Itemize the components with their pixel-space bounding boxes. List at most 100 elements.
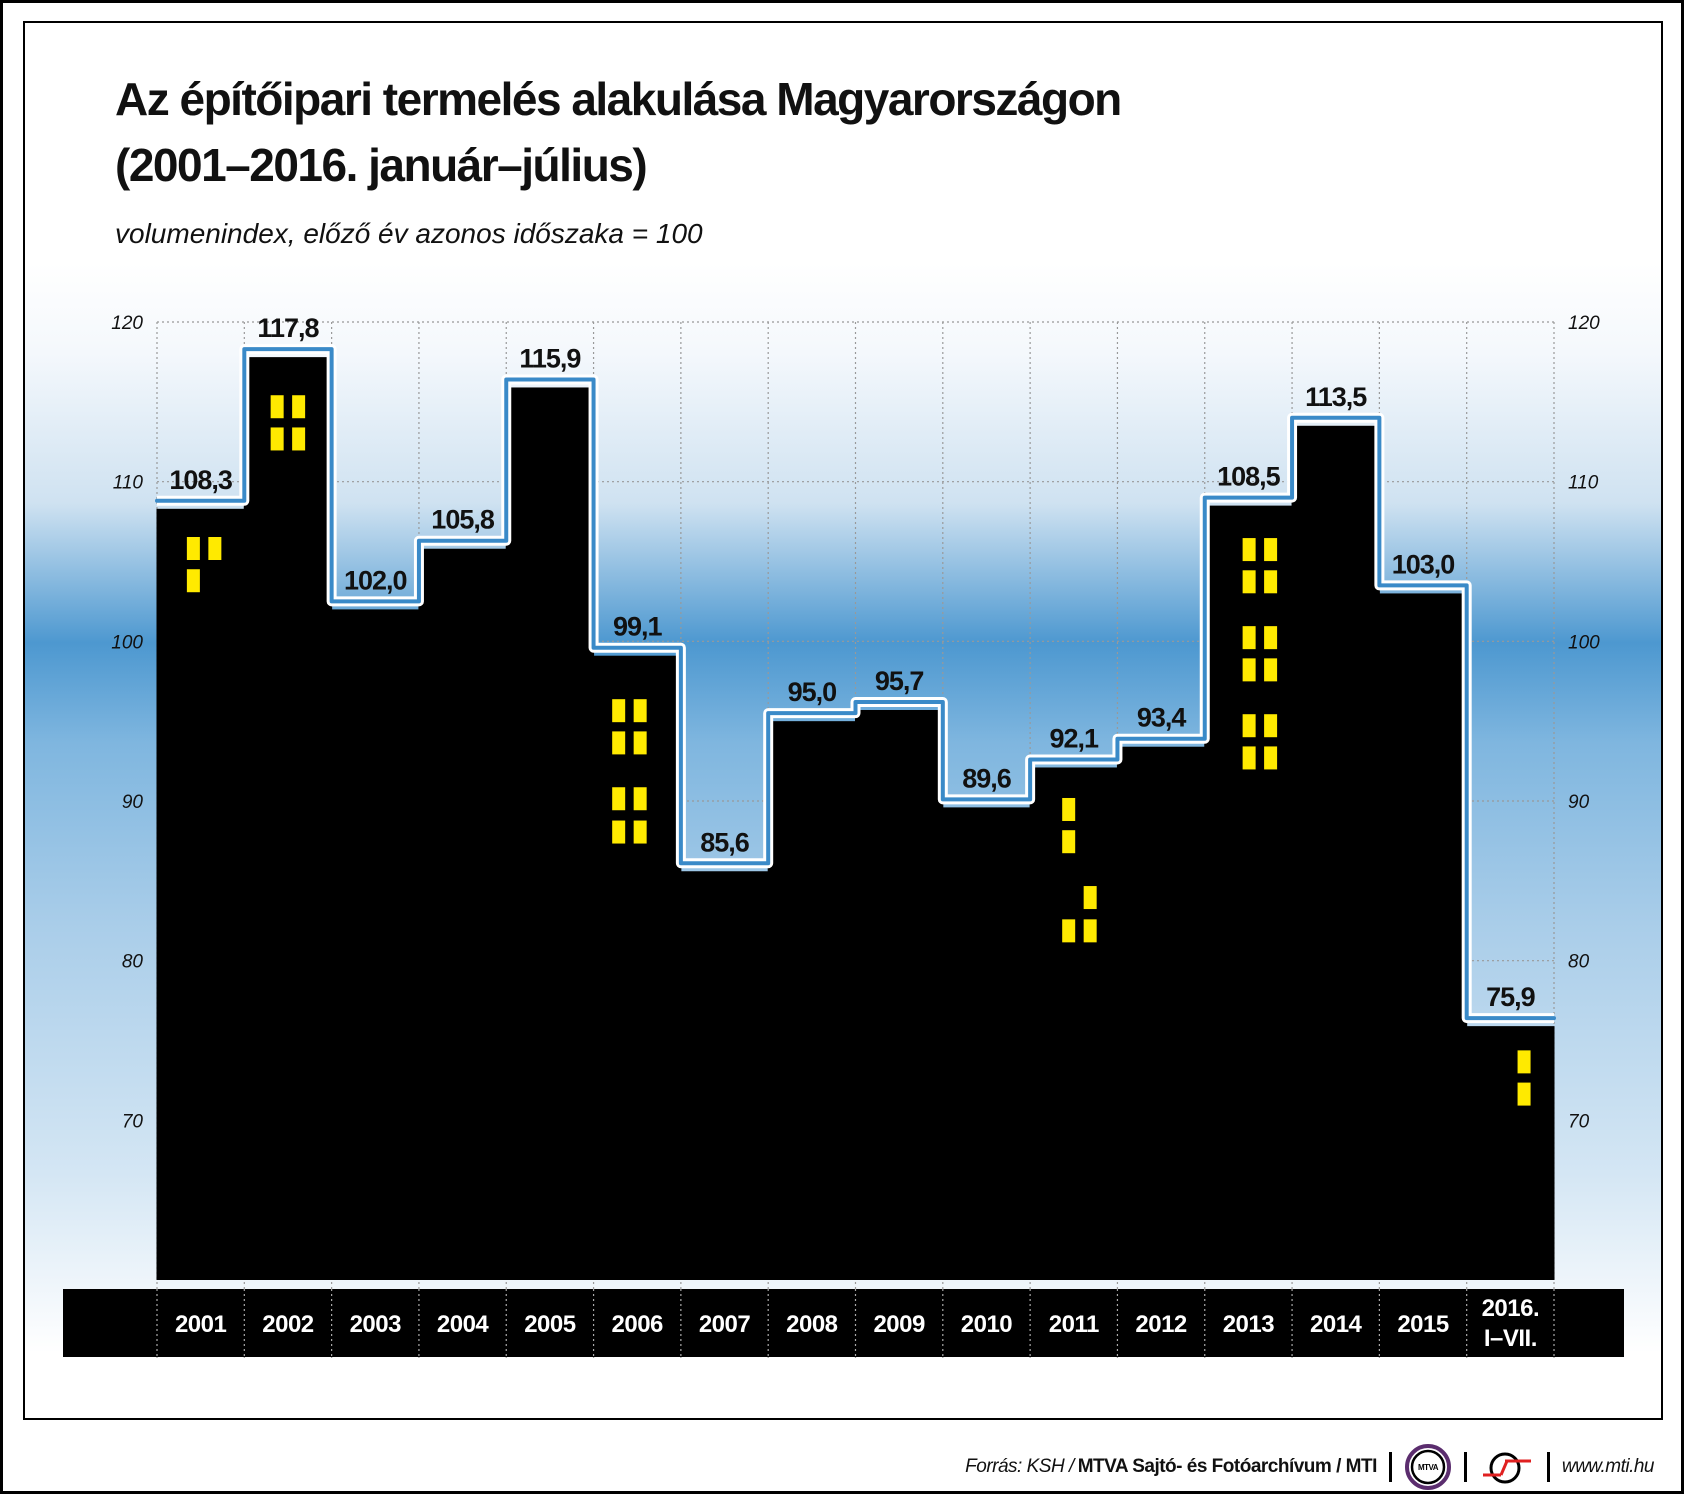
category-label: 2013 bbox=[1223, 1311, 1275, 1338]
bar-2010 bbox=[942, 807, 1031, 1280]
bar-2016. I–VII. bbox=[1466, 1026, 1555, 1280]
value-label: 108,5 bbox=[1217, 462, 1281, 492]
ytick-label-left: 80 bbox=[122, 952, 144, 973]
window bbox=[1242, 658, 1256, 682]
window bbox=[1264, 570, 1278, 594]
separator bbox=[1546, 1452, 1550, 1482]
category-label: 2001 bbox=[175, 1311, 227, 1338]
ytick-label-right: 120 bbox=[1568, 313, 1600, 334]
ytick-label-left: 120 bbox=[111, 313, 143, 334]
category-label: I–VII. bbox=[1484, 1325, 1537, 1352]
window bbox=[633, 787, 647, 811]
value-label: 93,4 bbox=[1137, 703, 1187, 733]
category-label: 2002 bbox=[262, 1311, 314, 1338]
window bbox=[633, 820, 647, 844]
value-label: 117,8 bbox=[257, 313, 319, 343]
ytick-label-left: 100 bbox=[111, 632, 143, 653]
source-prefix: Forrás: KSH / bbox=[965, 1456, 1074, 1477]
ytick-label-right: 110 bbox=[1568, 473, 1599, 494]
ytick-label-left: 70 bbox=[122, 1111, 144, 1132]
window bbox=[1242, 746, 1256, 770]
window bbox=[612, 820, 626, 844]
window bbox=[1517, 1082, 1531, 1106]
chart-subtitle: volumenindex, előző év azonos időszaka =… bbox=[115, 218, 703, 249]
value-label: 85,6 bbox=[700, 827, 750, 857]
bar-2001 bbox=[156, 508, 245, 1280]
window bbox=[1242, 570, 1256, 594]
ytick-label-left: 90 bbox=[122, 792, 144, 813]
category-label: 2005 bbox=[524, 1311, 576, 1338]
category-label: 2008 bbox=[786, 1311, 838, 1338]
category-label: 2007 bbox=[699, 1311, 751, 1338]
window bbox=[1083, 919, 1097, 943]
value-label: 115,9 bbox=[519, 343, 581, 373]
window bbox=[1083, 886, 1097, 910]
window bbox=[1062, 830, 1076, 854]
category-label: 2004 bbox=[437, 1311, 490, 1338]
category-label: 2016. bbox=[1482, 1295, 1540, 1322]
chart-title-line2: (2001–2016. január–július) bbox=[115, 139, 648, 191]
value-label: 103,0 bbox=[1392, 549, 1455, 579]
category-label: 2006 bbox=[612, 1311, 664, 1338]
value-label: 108,3 bbox=[169, 465, 233, 495]
window bbox=[612, 731, 626, 755]
bar-2002 bbox=[243, 357, 333, 1280]
window bbox=[612, 787, 626, 811]
window bbox=[292, 427, 306, 451]
category-label: 2012 bbox=[1135, 1311, 1187, 1338]
bar-2003 bbox=[331, 609, 420, 1280]
outline-step-line bbox=[155, 347, 1556, 1021]
bar-2013 bbox=[1204, 505, 1293, 1280]
window bbox=[1062, 919, 1076, 943]
category-label: 2015 bbox=[1397, 1311, 1449, 1338]
category-label: 2003 bbox=[350, 1311, 402, 1338]
source-agency: MTVA Sajtó- és Fotóarchívum / MTI bbox=[1077, 1456, 1378, 1477]
window bbox=[1264, 538, 1278, 562]
category-label: 2010 bbox=[961, 1311, 1013, 1338]
mtva-logo-text: MTVA bbox=[1418, 1463, 1439, 1472]
value-label: 105,8 bbox=[431, 505, 495, 535]
value-label: 102,0 bbox=[344, 565, 407, 595]
window bbox=[1264, 714, 1278, 738]
bar-2008 bbox=[767, 721, 856, 1280]
separator bbox=[1388, 1452, 1392, 1482]
bar-2007 bbox=[680, 871, 769, 1280]
window bbox=[270, 395, 284, 419]
value-label: 89,6 bbox=[962, 763, 1012, 793]
bar-2012 bbox=[1116, 746, 1206, 1280]
window bbox=[270, 427, 284, 451]
window bbox=[1242, 626, 1256, 650]
value-label: 95,0 bbox=[788, 677, 837, 707]
value-label: 95,7 bbox=[875, 666, 924, 696]
window bbox=[1242, 714, 1256, 738]
ytick-label-right: 70 bbox=[1568, 1111, 1590, 1132]
ytick-label-right: 100 bbox=[1568, 632, 1600, 653]
separator bbox=[1463, 1452, 1467, 1482]
value-label: 75,9 bbox=[1486, 982, 1536, 1012]
ytick-label-left: 110 bbox=[113, 473, 144, 494]
bar-2004 bbox=[418, 548, 507, 1280]
window bbox=[633, 699, 647, 723]
window bbox=[292, 395, 306, 419]
category-label: 2011 bbox=[1049, 1311, 1099, 1338]
bar-2015 bbox=[1378, 593, 1468, 1280]
bar-2009 bbox=[855, 709, 944, 1280]
window bbox=[612, 699, 626, 723]
bar-2014 bbox=[1291, 425, 1380, 1280]
ytick-label-right: 80 bbox=[1568, 952, 1590, 973]
mti-logo bbox=[1482, 1452, 1531, 1484]
window bbox=[1264, 746, 1278, 770]
website-url: www.mti.hu bbox=[1561, 1456, 1655, 1477]
bar-2006 bbox=[593, 655, 682, 1280]
window bbox=[1062, 797, 1076, 821]
window bbox=[633, 731, 647, 755]
category-label: 2014 bbox=[1310, 1311, 1363, 1338]
window bbox=[208, 537, 222, 560]
window bbox=[186, 537, 200, 560]
window bbox=[1264, 626, 1278, 650]
window bbox=[186, 569, 200, 593]
category-band bbox=[63, 1289, 1624, 1357]
bar-2005 bbox=[505, 387, 595, 1280]
